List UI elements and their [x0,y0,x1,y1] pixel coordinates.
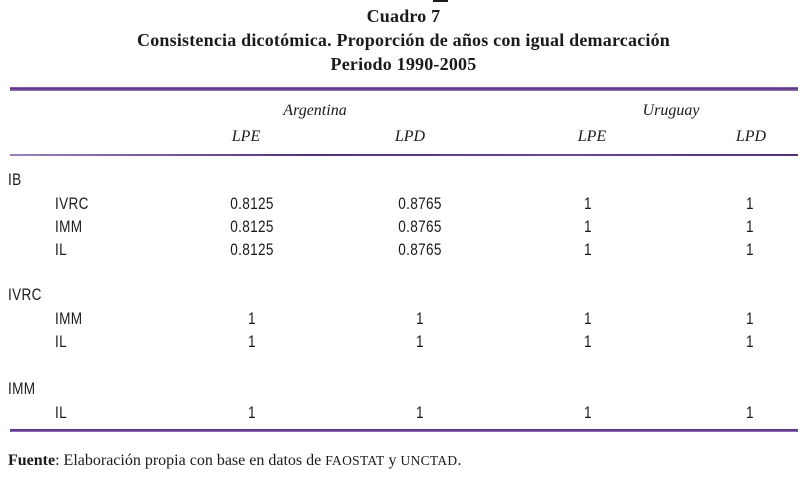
table-row: IMM 0.8125 0.8765 1 1 [0,217,807,237]
cell-value: 1 [248,332,256,351]
row-group-label: IB [8,170,22,189]
row-group-ivrc: IVRC [0,285,807,305]
cell-value: 1 [584,194,592,213]
cell-value: 1 [584,309,592,328]
cell-value: 0.8125 [230,240,274,259]
source-note: Fuente: Elaboración propia con base en d… [8,450,461,472]
cell-value: 0.8765 [398,217,442,236]
column-header-lpe-argentina: LPE [231,128,261,145]
top-tick-mark [433,0,448,2]
row-label: IVRC [55,194,89,213]
cell-value: 1 [248,403,256,422]
table-row: IL 1 1 1 1 [0,332,807,352]
cell-value: 0.8125 [230,217,274,236]
source-org-unctad: UNCTAD [400,453,458,468]
row-group-ib: IB [0,170,807,190]
cell-value: 1 [584,403,592,422]
table-period: Periodo 1990-2005 [330,54,477,74]
cell-value: 1 [746,403,754,422]
source-text: : Elaboración propia con base en datos d… [55,452,326,469]
cell-value: 1 [584,332,592,351]
cell-value: 1 [416,332,424,351]
table-number: Cuadro 7 [366,6,441,26]
cell-value: 1 [746,309,754,328]
source-period: . [457,452,462,469]
table-title: Consistencia dicotómica. Proporción de a… [137,30,670,50]
table-row: IVRC 0.8125 0.8765 1 1 [0,194,807,214]
table-row: IMM 1 1 1 1 [0,309,807,329]
cell-value: 1 [746,240,754,259]
column-header-lpe-uruguay: LPE [577,128,607,145]
source-conjunction: y [384,452,401,469]
cell-value: 1 [746,217,754,236]
table-rule-bottom [10,429,798,432]
source-label: Fuente [8,452,56,469]
cell-value: 1 [746,332,754,351]
table-row: IL 1 1 1 1 [0,403,807,423]
cell-value: 1 [584,240,592,259]
cell-value: 0.8125 [230,194,274,213]
cell-value: 0.8765 [398,194,442,213]
column-header-lpd-uruguay: LPD [735,128,767,145]
source-org-faostat: FAOSTAT [325,453,385,468]
row-label: IMM [55,217,83,236]
cell-value: 1 [416,403,424,422]
column-group-argentina: Argentina [283,102,347,119]
cell-value: 1 [248,309,256,328]
row-label: IL [55,332,67,351]
row-group-imm: IMM [0,379,807,399]
row-group-label: IMM [8,379,36,398]
cell-value: 1 [416,309,424,328]
column-header-lpd-argentina: LPD [394,128,426,145]
header-rule [10,154,798,156]
row-label: IMM [55,309,83,328]
table-row: IL 0.8125 0.8765 1 1 [0,240,807,260]
column-group-uruguay: Uruguay [642,102,700,119]
row-label: IL [55,240,67,259]
cell-value: 1 [584,217,592,236]
row-label: IL [55,403,67,422]
row-group-label: IVRC [8,285,42,304]
table-rule-top [10,87,798,91]
cell-value: 1 [746,194,754,213]
cell-value: 0.8765 [398,240,442,259]
